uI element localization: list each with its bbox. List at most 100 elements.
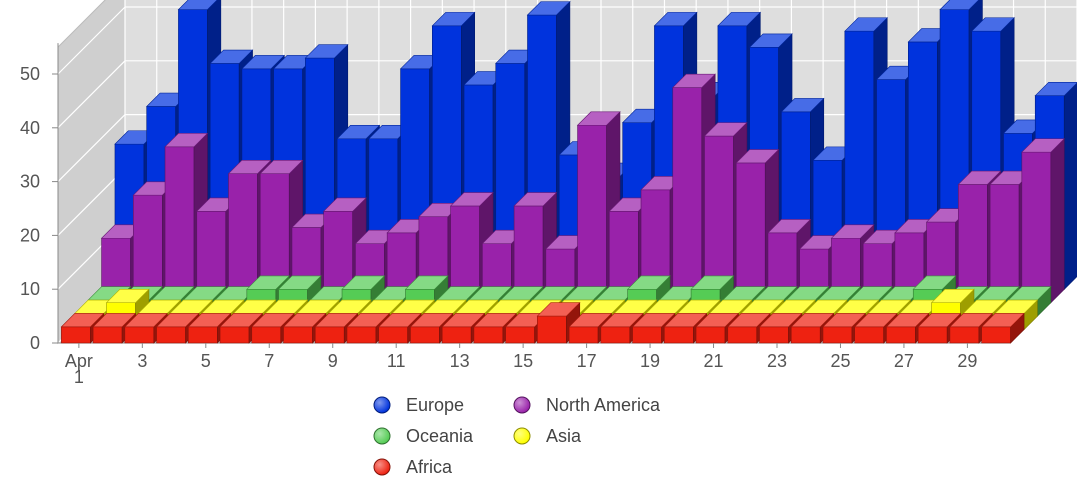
bar-top <box>939 0 980 10</box>
bar-top <box>409 313 454 328</box>
bar-top <box>672 73 716 88</box>
bar-front <box>568 326 599 344</box>
bar-top <box>822 313 867 328</box>
bar-top <box>336 125 381 140</box>
bar-front <box>283 326 313 344</box>
bar <box>124 312 168 344</box>
legend-marker <box>513 396 531 414</box>
legend-label: Asia <box>546 426 582 446</box>
bar-top <box>600 313 644 328</box>
x-tick-label: 19 <box>640 351 660 371</box>
bar-top <box>780 98 825 113</box>
bar-front <box>92 326 123 344</box>
bar-top <box>930 288 975 304</box>
bar-front <box>958 184 988 304</box>
bar-top <box>526 1 571 16</box>
bar-front <box>854 326 885 344</box>
legend-marker <box>373 396 391 414</box>
x-tick-label: 11 <box>387 351 406 371</box>
y-tick-label: 30 <box>20 172 40 192</box>
legend-marker <box>373 458 391 476</box>
bar-front <box>124 326 155 344</box>
bar-front <box>989 184 1020 304</box>
bar-top <box>322 197 367 212</box>
bar-top <box>219 313 264 328</box>
x-tick-label: 25 <box>830 351 850 371</box>
bar-top <box>241 55 286 70</box>
bar-front <box>346 326 377 344</box>
bar-top <box>377 313 422 328</box>
legend-item-asia: Asia <box>513 426 582 446</box>
legend-item-oceania: Oceania <box>373 426 474 446</box>
grid-line-side <box>57 6 126 75</box>
bar-top <box>536 302 581 317</box>
bars <box>60 0 1077 344</box>
bar-top <box>727 313 771 328</box>
bar-top <box>703 122 748 137</box>
x-tick-label: 23 <box>767 351 787 371</box>
bar-top <box>717 12 762 27</box>
x-tick-label: 3 <box>137 351 147 371</box>
x-tick-label: 1 <box>74 367 84 387</box>
bar-front <box>314 326 345 344</box>
bar-top <box>663 313 708 328</box>
x-tick-label: 17 <box>577 351 597 371</box>
y-tick-label: 20 <box>20 225 40 245</box>
bar-top <box>844 17 888 32</box>
bar-side <box>1063 82 1077 291</box>
bar-top <box>853 313 898 328</box>
bar-top <box>473 313 518 328</box>
bar-top <box>695 313 740 328</box>
bar-front <box>759 326 789 344</box>
bar-front <box>577 124 607 304</box>
bar-front <box>378 326 409 344</box>
bar <box>187 312 232 344</box>
y-tick-label: 40 <box>20 118 40 138</box>
bar-top <box>187 313 232 328</box>
series-north-america <box>100 73 1065 304</box>
bar-front <box>727 326 758 344</box>
bar-top <box>980 313 1025 328</box>
bar-side <box>1050 138 1065 304</box>
legend: Europe North America Oceania Asia Africa <box>373 395 661 477</box>
bar-front <box>695 326 726 344</box>
bar-top <box>576 111 621 126</box>
legend-label: North America <box>546 395 661 415</box>
bar <box>980 312 1025 344</box>
bar-top <box>767 219 812 234</box>
legend-marker <box>373 427 391 445</box>
bar-top <box>513 192 558 207</box>
bar-front <box>600 326 631 344</box>
y-tick-label: 50 <box>20 64 40 84</box>
bar-top <box>227 159 272 174</box>
bar-top <box>177 0 218 10</box>
bar <box>885 312 930 344</box>
bar-top <box>404 275 449 290</box>
y-axis-tick-labels: 0 10 20 30 40 50 <box>20 64 58 353</box>
bar-top <box>957 170 1002 185</box>
x-tick-label: 7 <box>264 351 274 371</box>
bar-top <box>60 313 105 328</box>
bar-top <box>949 313 994 328</box>
x-tick-label: 29 <box>957 351 977 371</box>
bar-front <box>164 146 195 304</box>
bar-top <box>830 224 875 239</box>
bar-front <box>672 87 703 304</box>
bar-top <box>748 33 793 48</box>
legend-item-africa: Africa <box>373 457 453 477</box>
legend-label: Africa <box>406 457 453 477</box>
bar <box>663 312 708 344</box>
bar-top <box>631 313 676 328</box>
bar-top <box>790 313 835 328</box>
bar-front <box>822 326 853 344</box>
x-tick-label: 21 <box>704 351 724 371</box>
bar-top <box>277 275 322 290</box>
bar-front <box>251 326 282 344</box>
bar-top <box>304 44 349 59</box>
bar-top <box>282 313 327 328</box>
bar-top <box>164 133 209 148</box>
bar-front <box>790 326 821 344</box>
bar-front <box>441 326 472 344</box>
bar-top <box>690 275 735 290</box>
